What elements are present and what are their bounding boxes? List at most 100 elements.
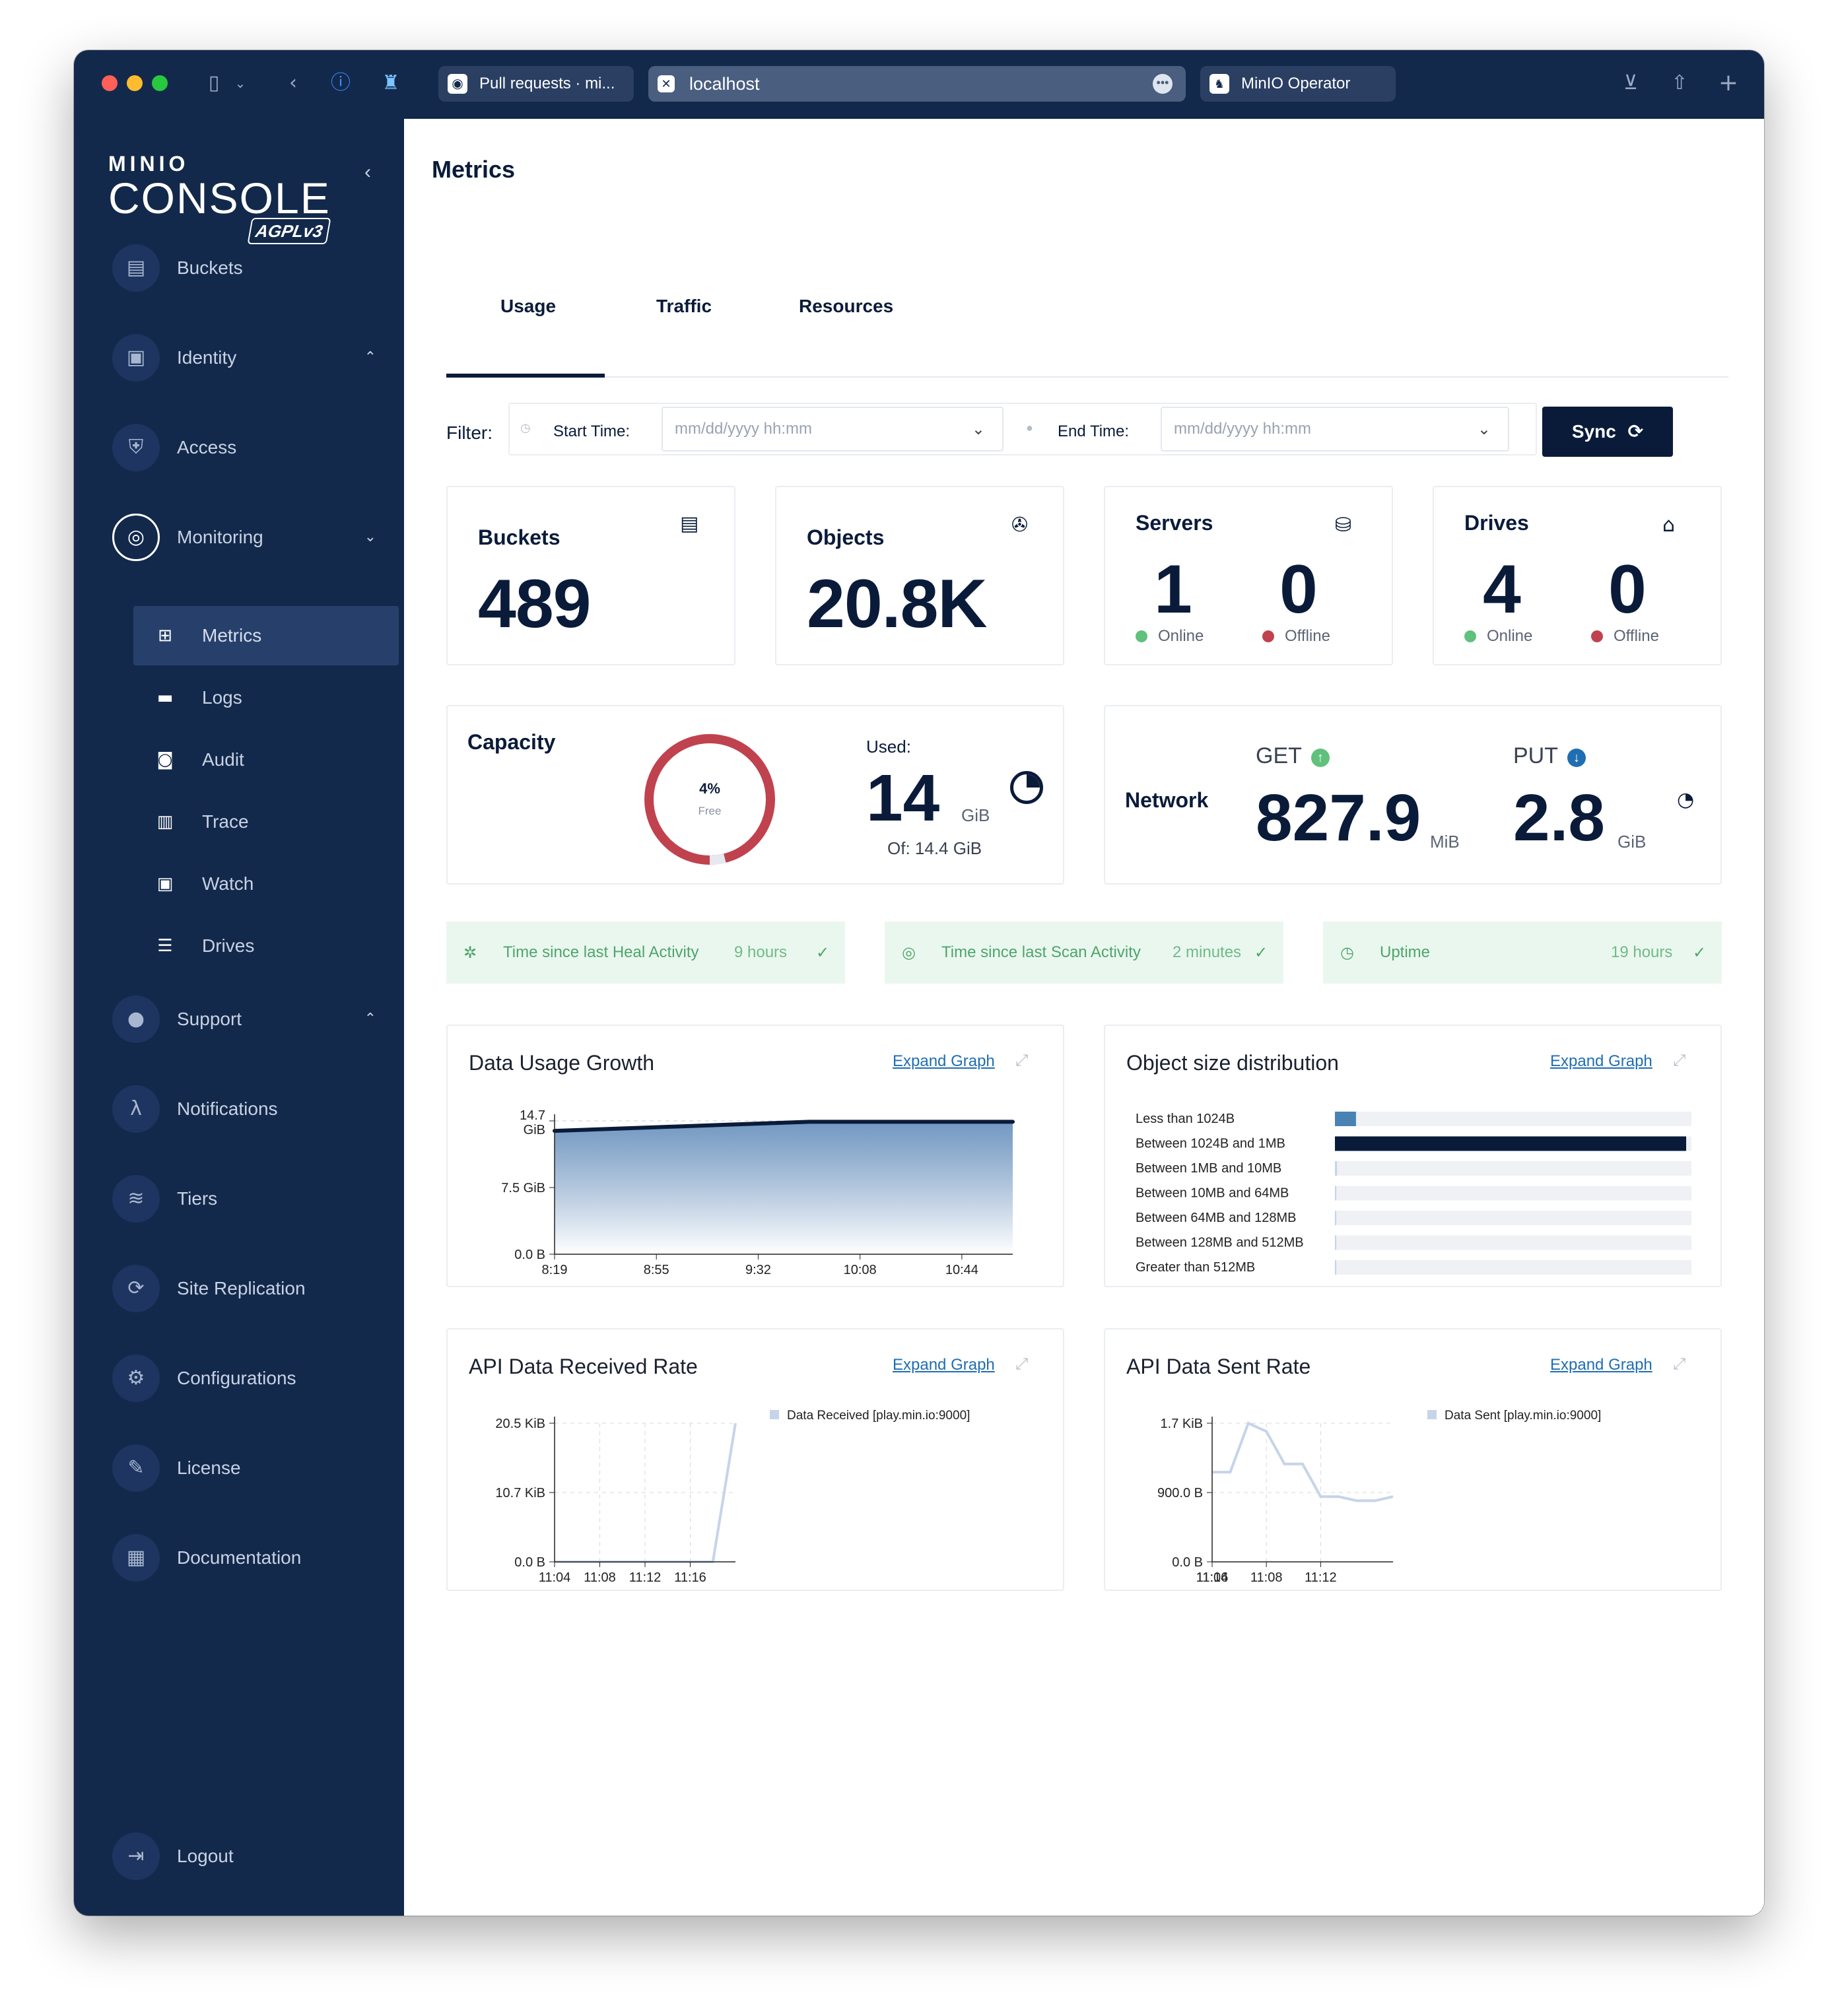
expand-icon[interactable]: ⤢ [1673, 1355, 1686, 1373]
sidebar: MINIO CONSOLE AGPLv3 ‹ ▤ Buckets ▣ Ident… [74, 119, 404, 1916]
logs-icon: ▬ [156, 688, 174, 708]
sidebar-item-label: Watch [202, 873, 254, 894]
expand-icon[interactable]: ⤢ [1015, 1355, 1029, 1373]
expand-graph-link[interactable]: Expand Graph [1550, 1356, 1652, 1374]
sidebar-subitem-metrics[interactable]: ⊞ Metrics [133, 606, 399, 665]
download-icon[interactable]: ⊻ [1623, 71, 1638, 94]
tab-usage[interactable]: Usage [500, 296, 557, 316]
x-tick-label: 11:04 [539, 1570, 571, 1585]
card-title: Objects [807, 525, 885, 549]
id-card-icon: ▣ [112, 334, 160, 382]
password-manager-icon[interactable]: ⓘ [331, 71, 351, 94]
expand-graph-link[interactable]: Expand Graph [893, 1356, 995, 1374]
scan-activity-label: Time since last Scan Activity [941, 943, 1141, 961]
sidebar-item-support[interactable]: ● Support ⌃ [112, 993, 376, 1046]
x-tick-label: 9:32 [745, 1263, 771, 1277]
expand-graph-link[interactable]: Expand Graph [1550, 1052, 1652, 1070]
chevron-up-icon: ⌃ [364, 349, 376, 366]
sidebar-toggle-icon[interactable]: ▯ [208, 71, 220, 94]
clock-icon: ● [1026, 421, 1033, 434]
gear-icon: ⚙ [112, 1355, 160, 1402]
sidebar-item-access[interactable]: ⛨ Access [112, 421, 376, 474]
back-icon[interactable]: ‹ [289, 71, 297, 94]
buckets-card: Buckets ▤ 489 [446, 486, 735, 665]
y-tick-label: 14.7 [520, 1108, 545, 1123]
bar [1335, 1260, 1336, 1275]
expand-icon[interactable]: ⤢ [1015, 1051, 1029, 1069]
get-label: GET ↑ [1256, 743, 1330, 769]
sidebar-item-configurations[interactable]: ⚙ Configurations [112, 1352, 376, 1405]
category-label: Greater than 512MB [1136, 1260, 1255, 1275]
sync-icon: ⟳ [1627, 420, 1644, 442]
capacity-free-arc [644, 734, 775, 865]
objects-icon: ✇ [1011, 514, 1029, 537]
series-line [553, 1120, 1015, 1133]
tab-resources[interactable]: Resources [799, 296, 894, 316]
drives-offline-count: 0 [1608, 551, 1647, 628]
sidebar-item-documentation[interactable]: ▦ Documentation [112, 1531, 376, 1584]
chevron-down-icon: ⌄ [364, 529, 376, 545]
end-time-label: End Time: [1058, 422, 1130, 440]
more-icon[interactable]: ••• [1153, 74, 1173, 94]
sidebar-item-site-replication[interactable]: ⟳ Site Replication [112, 1262, 376, 1315]
y-tick-label: 1.7 KiB [1161, 1417, 1203, 1431]
x-tick-label: 10:08 [844, 1263, 877, 1277]
sidebar-item-license[interactable]: ✎ License [112, 1442, 376, 1495]
sidebar-subitem-watch[interactable]: ▣ Watch [133, 854, 399, 914]
new-tab-icon[interactable]: + [1718, 69, 1739, 96]
end-time-input[interactable]: mm/dd/yyyy hh:mm ⌄ [1161, 407, 1509, 452]
get-value: 827.9 [1256, 781, 1421, 855]
browser-tab-operator[interactable]: ♞ MinIO Operator [1200, 66, 1396, 102]
start-time-input[interactable]: mm/dd/yyyy hh:mm ⌄ [662, 407, 1004, 452]
logo-license: AGPLv3 [247, 218, 331, 244]
check-icon: ✓ [1693, 943, 1707, 962]
replication-icon: ⟳ [112, 1265, 160, 1312]
chevron-down-icon[interactable]: ⌄ [234, 75, 246, 91]
tab-traffic[interactable]: Traffic [656, 296, 712, 316]
expand-graph-link[interactable]: Expand Graph [893, 1052, 995, 1070]
timer-icon: ◷ [1340, 943, 1354, 962]
capacity-donut: 4% Free [644, 734, 775, 865]
sync-button[interactable]: Sync ⟳ [1542, 407, 1673, 457]
y-tick-label: 20.5 KiB [495, 1417, 545, 1431]
bar-track [1335, 1186, 1691, 1201]
bar-track [1335, 1161, 1691, 1176]
bar [1335, 1136, 1687, 1151]
sidebar-item-tiers[interactable]: ≋ Tiers [112, 1172, 376, 1225]
collapse-sidebar-icon[interactable]: ‹ [364, 161, 371, 183]
sidebar-item-logout[interactable]: ⇥ Logout [112, 1830, 376, 1883]
ghost-extension-icon[interactable]: ♜ [382, 71, 400, 94]
category-label: Between 1MB and 10MB [1136, 1161, 1281, 1176]
layers-icon: ≋ [112, 1175, 160, 1223]
pie-chart-icon [1010, 771, 1043, 804]
zoom-window-button[interactable] [152, 75, 168, 91]
sidebar-item-identity[interactable]: ▣ Identity ⌃ [112, 331, 376, 384]
servers-online-count: 1 [1154, 551, 1192, 628]
bar [1335, 1211, 1336, 1225]
sidebar-subitem-audit[interactable]: ◙ Audit [133, 730, 399, 790]
sidebar-item-monitoring[interactable]: ◎ Monitoring ⌄ [112, 511, 376, 564]
minimize-window-button[interactable] [127, 75, 143, 91]
sidebar-subitem-drives[interactable]: ☰ Drives [133, 916, 399, 976]
legend-label: Data Received [play.min.io:9000] [787, 1409, 970, 1423]
sidebar-item-label: License [177, 1458, 241, 1478]
browser-tab-localhost[interactable]: ✕ localhost ••• [648, 66, 1186, 102]
drives-icon: ☰ [157, 936, 173, 956]
start-time-label: Start Time: [553, 422, 630, 440]
page-title: Metrics [432, 156, 516, 183]
buckets-count: 489 [478, 566, 592, 642]
sidebar-item-notifications[interactable]: λ Notifications [112, 1083, 376, 1135]
close-window-button[interactable] [102, 75, 118, 91]
sidebar-subitem-logs[interactable]: ▬ Logs [133, 668, 399, 727]
expand-icon[interactable]: ⤢ [1673, 1051, 1686, 1069]
sidebar-subitem-trace[interactable]: ▥ Trace [133, 792, 399, 852]
sidebar-item-label: Site Replication [177, 1278, 306, 1298]
sidebar-item-buckets[interactable]: ▤ Buckets [112, 242, 376, 294]
chart-title: API Data Received Rate [469, 1355, 698, 1378]
bar [1335, 1186, 1337, 1201]
share-icon[interactable]: ⇧ [1671, 71, 1688, 94]
sidebar-item-label: Monitoring [177, 527, 263, 547]
card-title: Capacity [467, 730, 556, 754]
browser-tab-github[interactable]: ◉ Pull requests · mi... [438, 66, 634, 102]
